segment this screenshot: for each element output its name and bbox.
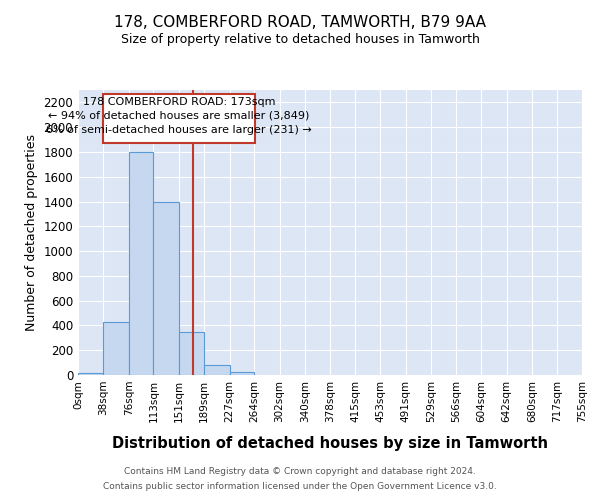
Bar <box>204 365 230 375</box>
Text: Size of property relative to detached houses in Tamworth: Size of property relative to detached ho… <box>121 32 479 46</box>
Text: 178 COMBERFORD ROAD: 173sqm: 178 COMBERFORD ROAD: 173sqm <box>83 97 275 107</box>
Bar <box>230 372 254 375</box>
Text: 178, COMBERFORD ROAD, TAMWORTH, B79 9AA: 178, COMBERFORD ROAD, TAMWORTH, B79 9AA <box>114 15 486 30</box>
Text: 6% of semi-detached houses are larger (231) →: 6% of semi-detached houses are larger (2… <box>46 125 312 135</box>
FancyBboxPatch shape <box>103 94 255 144</box>
Text: ← 94% of detached houses are smaller (3,849): ← 94% of detached houses are smaller (3,… <box>49 111 310 121</box>
Y-axis label: Number of detached properties: Number of detached properties <box>25 134 38 331</box>
X-axis label: Distribution of detached houses by size in Tamworth: Distribution of detached houses by size … <box>112 436 548 451</box>
Bar <box>103 322 129 375</box>
Text: Contains HM Land Registry data © Crown copyright and database right 2024.: Contains HM Land Registry data © Crown c… <box>124 467 476 476</box>
Text: Contains public sector information licensed under the Open Government Licence v3: Contains public sector information licen… <box>103 482 497 491</box>
Bar <box>154 202 179 375</box>
Bar <box>179 332 204 375</box>
Bar <box>78 373 103 375</box>
Bar <box>129 152 154 375</box>
